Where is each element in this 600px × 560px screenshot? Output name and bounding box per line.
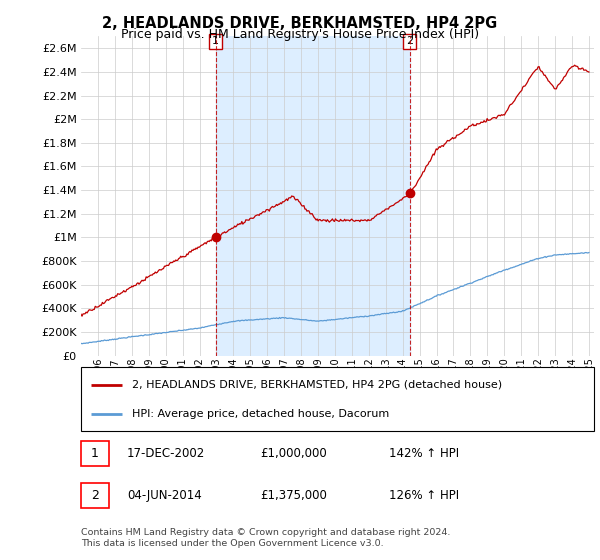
Text: £1,375,000: £1,375,000 — [260, 489, 328, 502]
Text: 1: 1 — [212, 36, 219, 46]
Text: 2: 2 — [406, 36, 413, 46]
Text: Contains HM Land Registry data © Crown copyright and database right 2024.
This d: Contains HM Land Registry data © Crown c… — [81, 528, 451, 548]
Text: 126% ↑ HPI: 126% ↑ HPI — [389, 489, 459, 502]
Text: 17-DEC-2002: 17-DEC-2002 — [127, 447, 205, 460]
Text: 1: 1 — [91, 447, 99, 460]
Text: 2, HEADLANDS DRIVE, BERKHAMSTED, HP4 2PG (detached house): 2, HEADLANDS DRIVE, BERKHAMSTED, HP4 2PG… — [133, 380, 502, 390]
Text: 2: 2 — [91, 489, 99, 502]
Text: 04-JUN-2014: 04-JUN-2014 — [127, 489, 202, 502]
Text: 2, HEADLANDS DRIVE, BERKHAMSTED, HP4 2PG: 2, HEADLANDS DRIVE, BERKHAMSTED, HP4 2PG — [103, 16, 497, 31]
Text: £1,000,000: £1,000,000 — [260, 447, 328, 460]
Text: HPI: Average price, detached house, Dacorum: HPI: Average price, detached house, Daco… — [133, 409, 389, 419]
FancyBboxPatch shape — [81, 483, 109, 508]
FancyBboxPatch shape — [81, 367, 594, 431]
Text: Price paid vs. HM Land Registry's House Price Index (HPI): Price paid vs. HM Land Registry's House … — [121, 28, 479, 41]
Bar — [216, 36, 410, 356]
FancyBboxPatch shape — [81, 441, 109, 466]
Text: 142% ↑ HPI: 142% ↑ HPI — [389, 447, 459, 460]
